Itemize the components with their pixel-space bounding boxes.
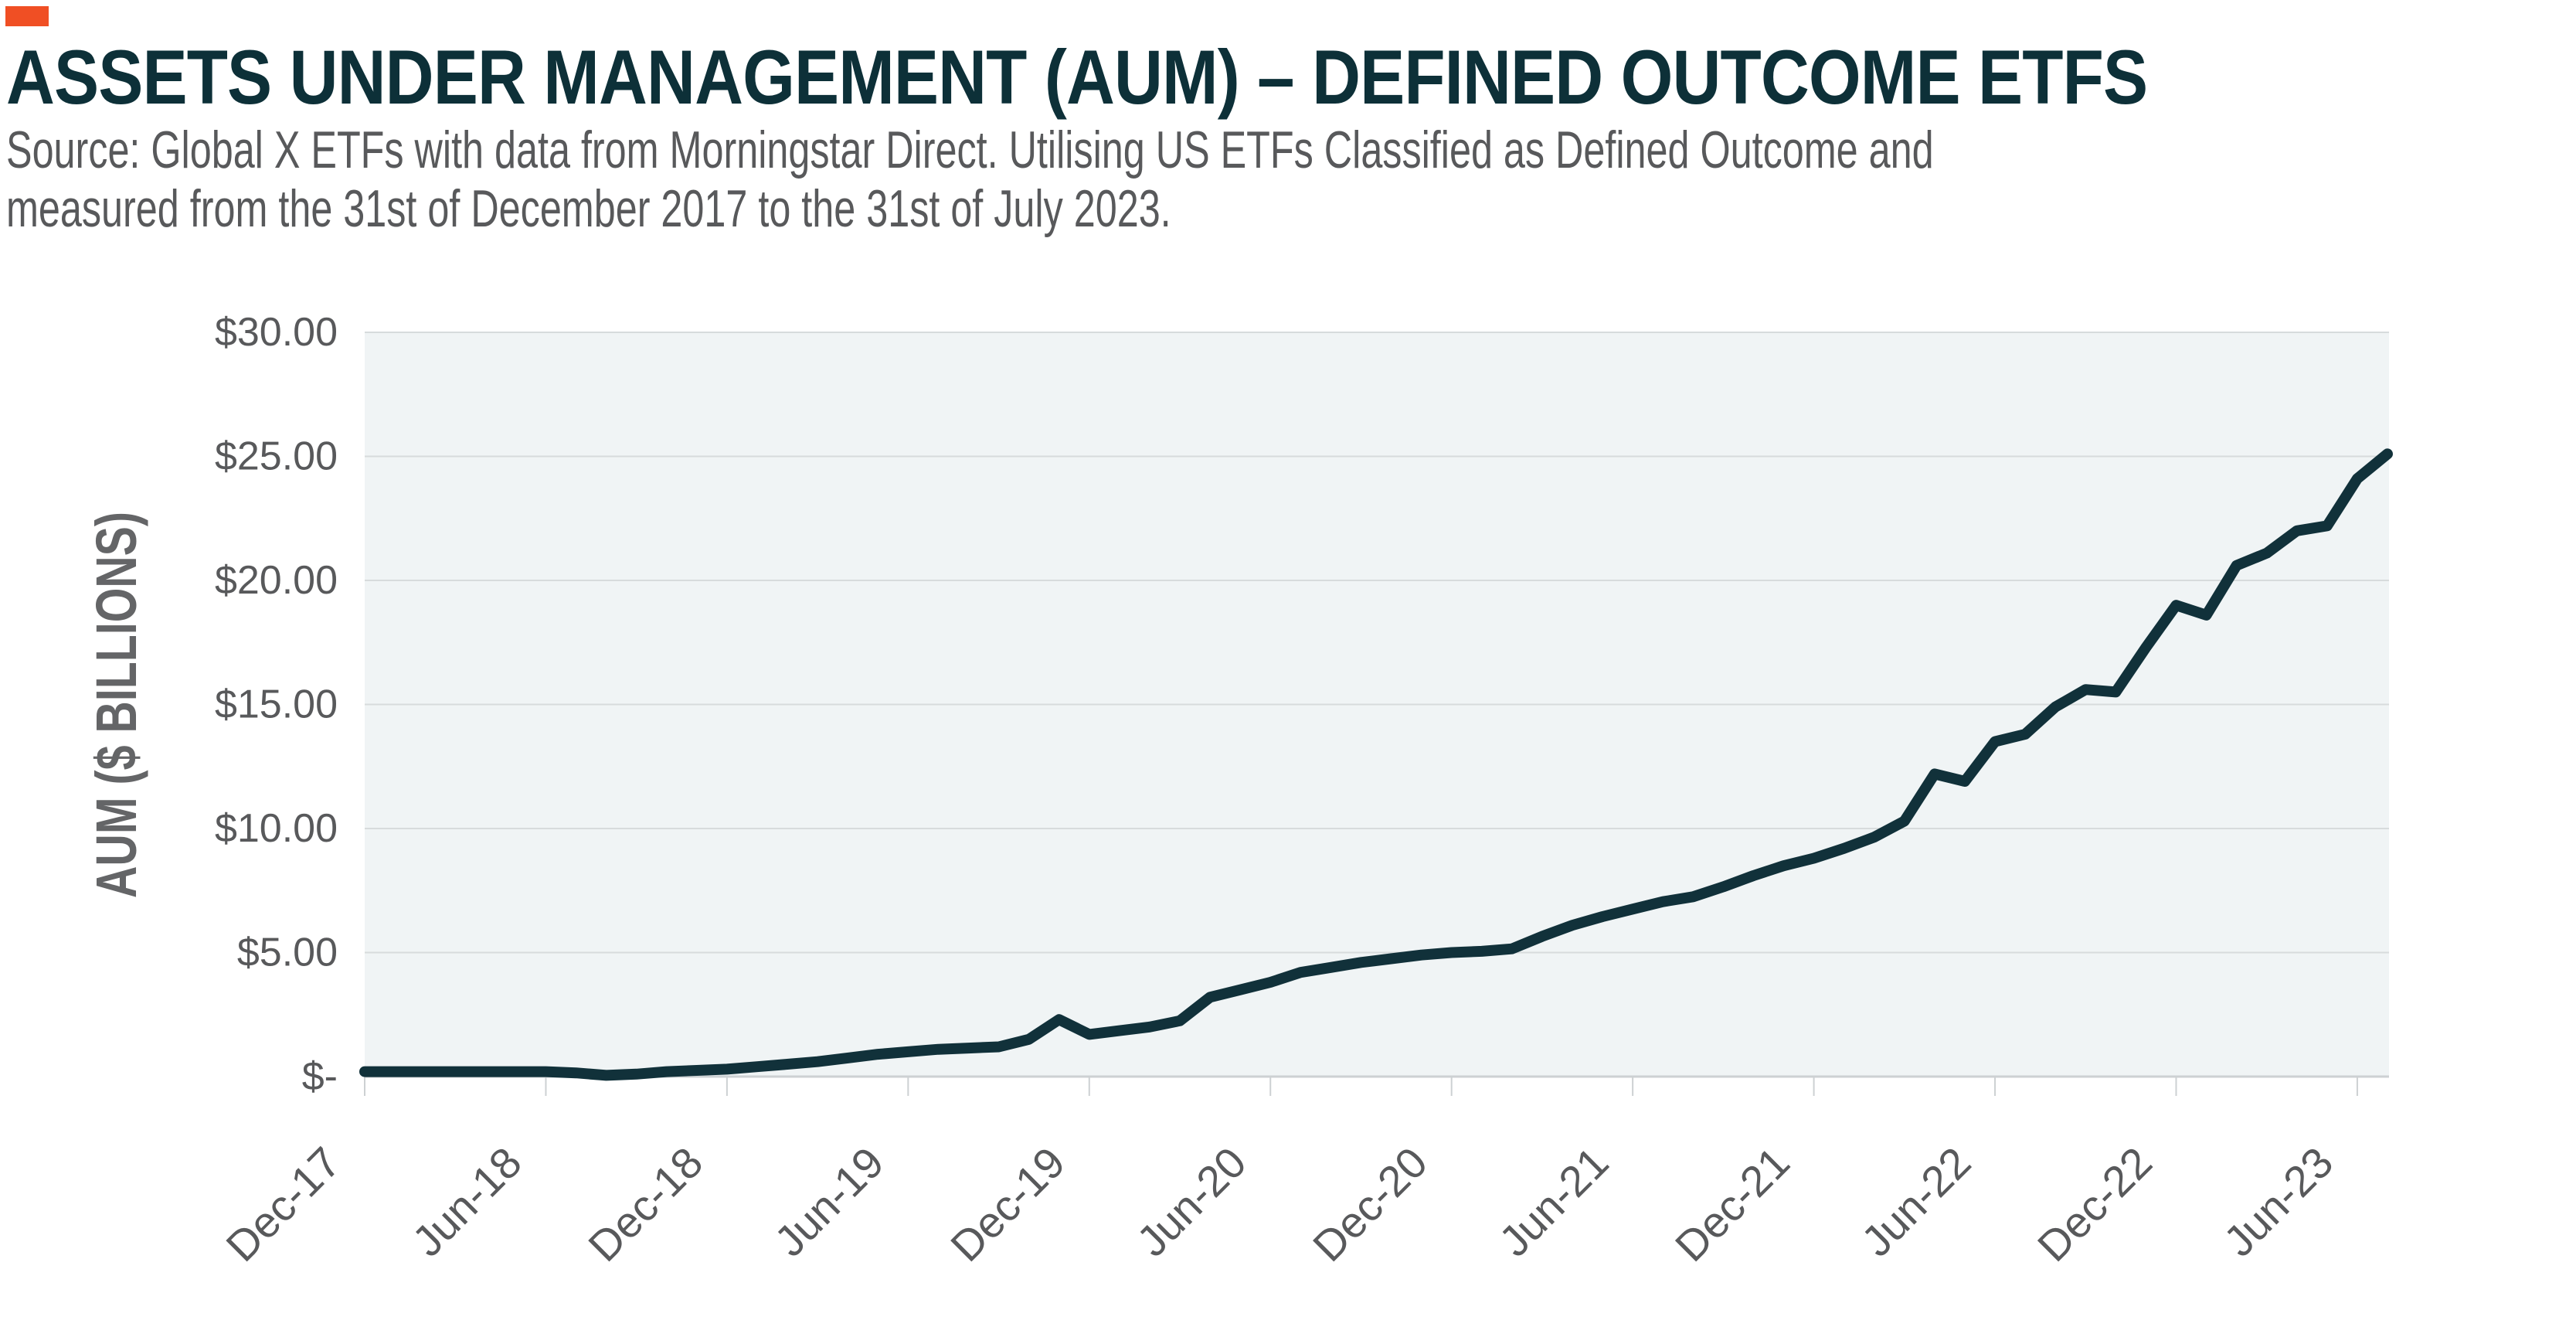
x-tick-label: Jun-19 <box>765 1138 893 1266</box>
x-tick-label: Dec-20 <box>1303 1138 1436 1271</box>
y-tick-label: $20.00 <box>215 558 338 603</box>
plot-area: $- $5.00 $10.00 $15.00 $20.00 $25.00 $30.00 Dec… <box>84 310 2393 1271</box>
y-tick-label: $30.00 <box>215 310 338 355</box>
x-tick-label: Dec-19 <box>941 1138 1074 1271</box>
y-tick-label: $25.00 <box>215 434 338 479</box>
x-tick-label: Dec-17 <box>216 1138 349 1271</box>
x-tick-label: Jun-22 <box>1852 1138 1980 1266</box>
page-title: ASSETS UNDER MANAGEMENT (AUM) – DEFINED … <box>6 34 2148 120</box>
x-tick-label: Dec-22 <box>2028 1138 2161 1271</box>
source-note-line1: Source: Global X ETFs with data from Mor… <box>6 121 1934 179</box>
brand-accent-mark <box>5 6 49 26</box>
y-tick-label: $5.00 <box>237 931 338 975</box>
y-tick-label: $15.00 <box>215 682 338 727</box>
x-tick-label: Jun-23 <box>2214 1138 2343 1266</box>
y-axis-title: AUM ($ BILLIONS) <box>84 512 148 898</box>
x-tick-label: Dec-21 <box>1666 1138 1799 1271</box>
x-tick-label: Jun-18 <box>403 1138 531 1266</box>
y-tick-label: $10.00 <box>215 806 338 851</box>
source-note: Source: Global X ETFs with data from Mor… <box>6 121 1934 238</box>
y-tick-label: $- <box>302 1054 338 1099</box>
x-tick-label: Jun-20 <box>1127 1138 1256 1266</box>
aum-series-line <box>359 448 2393 1081</box>
source-note-line2: measured from the 31st of December 2017 … <box>6 179 1171 238</box>
x-tick-label: Jun-21 <box>1490 1138 1618 1266</box>
x-tick-label: Dec-18 <box>579 1138 712 1271</box>
